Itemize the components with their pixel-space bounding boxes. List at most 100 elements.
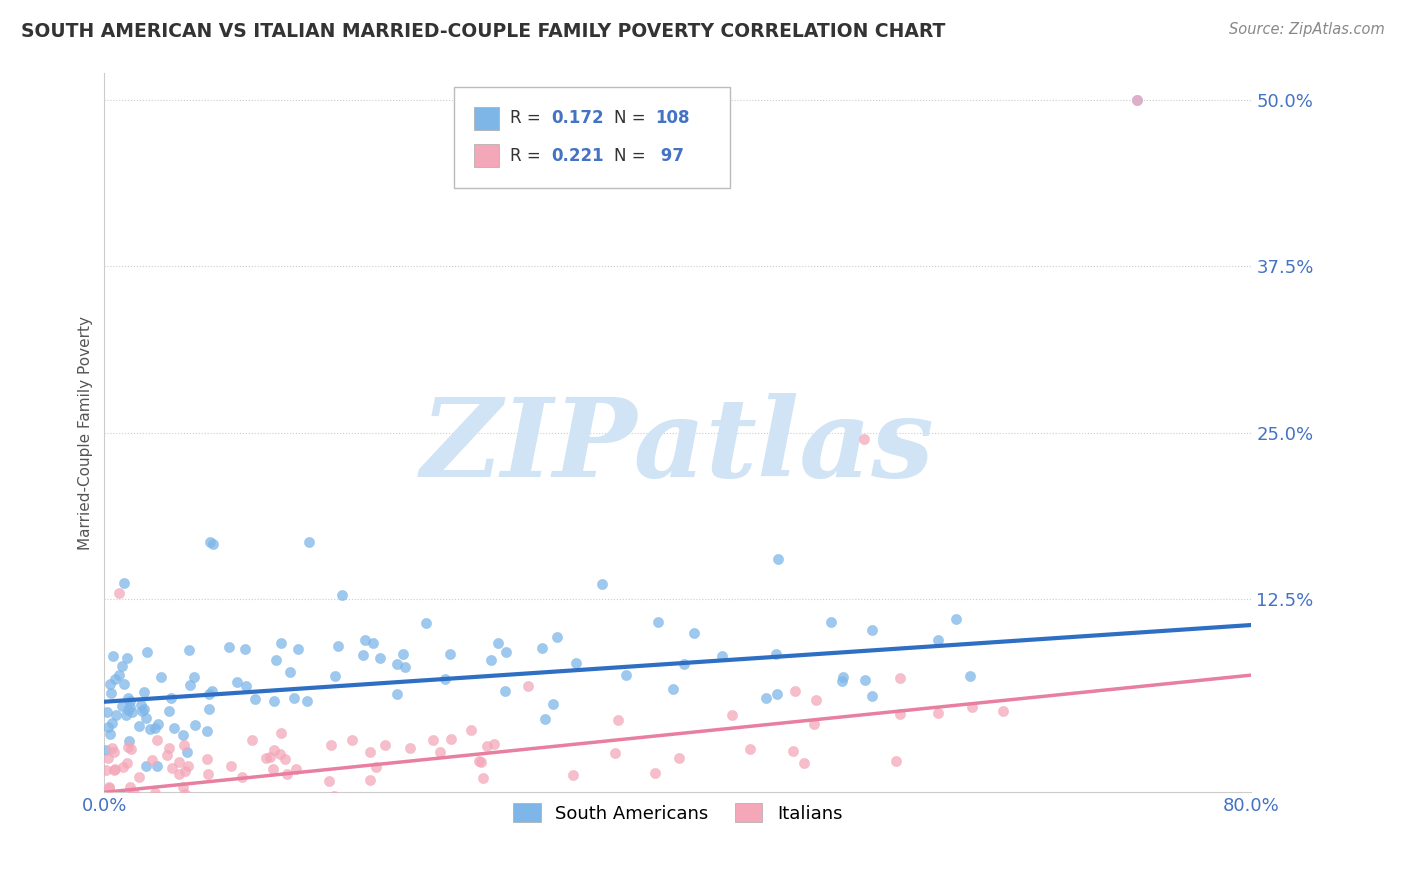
Point bbox=[768, 552, 790, 566]
Point bbox=[765, 688, 787, 702]
Point bbox=[398, 741, 420, 756]
Point bbox=[886, 754, 908, 768]
Point bbox=[195, 752, 218, 766]
Point bbox=[183, 670, 205, 684]
Point bbox=[201, 684, 224, 698]
Point bbox=[468, 754, 491, 768]
Text: 0.221: 0.221 bbox=[551, 146, 605, 165]
Point bbox=[98, 676, 121, 690]
Point bbox=[112, 677, 135, 691]
Point bbox=[259, 749, 281, 764]
Point bbox=[174, 764, 197, 778]
Point bbox=[218, 640, 240, 655]
Text: R =: R = bbox=[510, 110, 547, 128]
Point bbox=[254, 750, 277, 764]
Point bbox=[804, 693, 827, 707]
Point bbox=[415, 616, 437, 631]
Point bbox=[143, 786, 166, 800]
Point bbox=[177, 759, 200, 773]
Point bbox=[108, 805, 131, 819]
Point bbox=[960, 700, 983, 714]
Point bbox=[323, 669, 346, 683]
Point bbox=[993, 704, 1015, 718]
Point bbox=[533, 712, 555, 726]
Point bbox=[117, 650, 139, 665]
Point bbox=[233, 642, 256, 657]
Point bbox=[927, 706, 949, 720]
Point bbox=[145, 758, 167, 772]
Point bbox=[274, 752, 297, 766]
Point bbox=[101, 740, 124, 755]
Point bbox=[644, 766, 666, 780]
Point bbox=[98, 780, 121, 794]
Y-axis label: Married-Couple Family Poverty: Married-Couple Family Poverty bbox=[79, 316, 93, 549]
Point bbox=[118, 733, 141, 747]
Point bbox=[128, 826, 150, 840]
Point bbox=[167, 756, 190, 770]
Point bbox=[440, 732, 463, 747]
Point bbox=[176, 745, 198, 759]
Point bbox=[195, 802, 218, 816]
Text: Source: ZipAtlas.com: Source: ZipAtlas.com bbox=[1229, 22, 1385, 37]
Point bbox=[245, 691, 267, 706]
Point bbox=[96, 705, 118, 719]
Point bbox=[662, 682, 685, 697]
Point bbox=[146, 809, 169, 823]
Point bbox=[173, 738, 195, 752]
Point bbox=[391, 647, 413, 661]
Point bbox=[278, 665, 301, 679]
Text: 108: 108 bbox=[655, 110, 689, 128]
Point bbox=[721, 707, 744, 722]
Point bbox=[101, 803, 124, 817]
Text: N =: N = bbox=[613, 110, 651, 128]
Text: N =: N = bbox=[613, 146, 651, 165]
Point bbox=[422, 732, 444, 747]
Point bbox=[270, 636, 292, 650]
Point bbox=[470, 755, 492, 769]
Point bbox=[359, 746, 381, 760]
Point bbox=[198, 702, 221, 716]
Point bbox=[97, 751, 120, 765]
Point bbox=[174, 787, 197, 801]
Point bbox=[172, 728, 194, 742]
Point bbox=[945, 612, 967, 626]
Point bbox=[820, 615, 842, 629]
Point bbox=[614, 668, 637, 682]
Point bbox=[150, 799, 173, 814]
Point bbox=[141, 850, 163, 864]
Point bbox=[138, 722, 160, 736]
Point bbox=[359, 773, 381, 788]
FancyBboxPatch shape bbox=[454, 87, 730, 188]
Point bbox=[103, 745, 125, 759]
Point bbox=[591, 577, 613, 591]
Point bbox=[607, 713, 630, 727]
Point bbox=[231, 770, 253, 784]
Point bbox=[330, 588, 353, 602]
Point bbox=[793, 756, 815, 770]
Point bbox=[287, 642, 309, 657]
Point bbox=[132, 685, 155, 699]
Point bbox=[439, 647, 461, 661]
Point bbox=[110, 699, 132, 714]
Point bbox=[565, 656, 588, 670]
Point bbox=[531, 640, 554, 655]
Point bbox=[479, 653, 502, 667]
Point bbox=[94, 792, 117, 806]
Point bbox=[104, 763, 127, 777]
Point bbox=[853, 673, 876, 687]
Point bbox=[429, 746, 451, 760]
Point bbox=[460, 723, 482, 737]
Point bbox=[118, 780, 141, 795]
Point bbox=[710, 648, 733, 663]
Point bbox=[270, 726, 292, 740]
Point bbox=[853, 433, 876, 447]
Point bbox=[121, 705, 143, 719]
Point bbox=[738, 741, 761, 756]
Point bbox=[342, 733, 364, 747]
Point bbox=[108, 668, 131, 682]
Point bbox=[357, 840, 380, 855]
Point bbox=[368, 650, 391, 665]
Point bbox=[136, 645, 159, 659]
Point bbox=[755, 690, 778, 705]
Point bbox=[117, 740, 139, 755]
